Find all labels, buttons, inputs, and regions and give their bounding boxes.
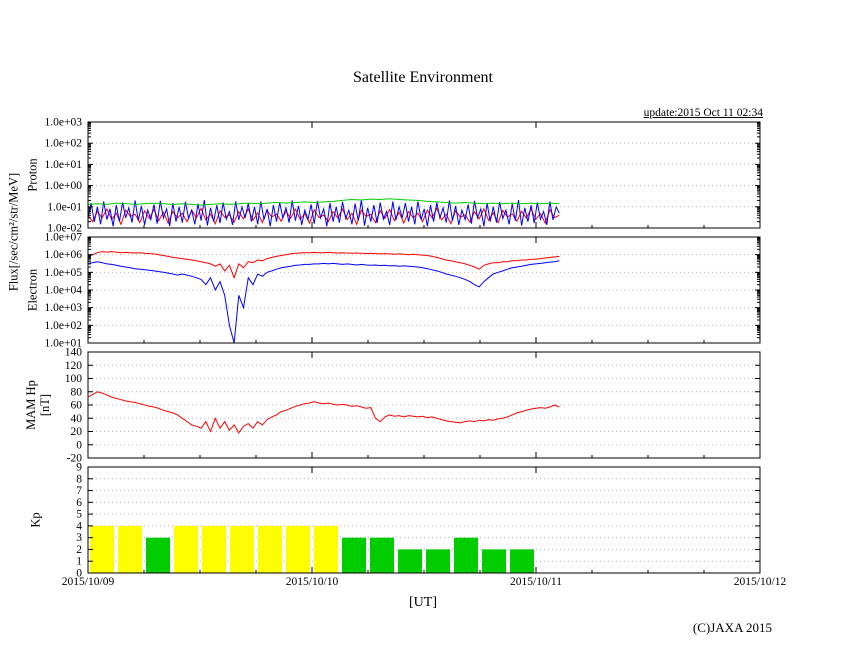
y-tick-label: 80 xyxy=(71,386,83,398)
y-tick-label: 1.0e-02 xyxy=(47,223,82,235)
y-tick-label: 1.0e+02 xyxy=(45,320,83,332)
x-tick-label-0: 2015/10/09 xyxy=(61,576,115,588)
y-axis-label-proton: Proton xyxy=(25,158,40,192)
series-proton-green xyxy=(87,198,560,206)
y-tick-label: 1.0e+03 xyxy=(45,117,83,129)
y-axis-label-mam-hp: MAM Hp [nT] xyxy=(24,380,52,430)
kp-bar-10 xyxy=(370,537,394,573)
y-tick-label: 9 xyxy=(76,462,82,474)
y-tick-label: 0 xyxy=(76,439,82,451)
y-tick-label: 1.0e+07 xyxy=(45,232,83,244)
copyright-text: (C)JAXA 2015 xyxy=(692,620,772,635)
series-electron-blue xyxy=(87,260,560,344)
kp-bar-14 xyxy=(482,549,506,573)
y-tick-label: 1.0e+02 xyxy=(45,138,83,150)
kp-bar-13 xyxy=(454,537,478,573)
y-tick-label: 6 xyxy=(76,497,82,509)
series-proton-red xyxy=(87,207,560,226)
mam-hp-text: MAM Hp xyxy=(24,380,38,430)
series-electron-red xyxy=(87,251,560,280)
x-tick-label-2: 2015/10/11 xyxy=(510,576,562,588)
y-tick-label: 0 xyxy=(76,568,82,580)
y-tick-label: -20 xyxy=(67,453,83,465)
y-tick-label: 4 xyxy=(76,520,82,532)
x-tick-label-3: 2015/10/12 xyxy=(733,576,787,588)
kp-bar-4 xyxy=(202,525,226,573)
kp-bar-7 xyxy=(286,525,310,573)
y-tick-label: 1.0e+01 xyxy=(45,338,83,350)
y-tick-label: 1.0e+05 xyxy=(45,267,83,279)
kp-bar-8 xyxy=(314,525,338,573)
x-tick-label-1: 2015/10/10 xyxy=(285,576,339,588)
y-tick-label: 1 xyxy=(76,556,82,568)
kp-bar-6 xyxy=(258,525,282,573)
series-proton-blue xyxy=(87,199,560,227)
y-tick-label: 2 xyxy=(76,544,82,556)
kp-bar-0 xyxy=(90,525,114,573)
y-tick-label: 3 xyxy=(76,532,82,544)
y-tick-label: 40 xyxy=(71,413,83,425)
y-axis-label-flux: Flux[/sec/cm²/str/MeV] xyxy=(6,172,21,292)
series-hp-red xyxy=(87,391,560,434)
y-tick-label: 100 xyxy=(65,373,83,385)
y-tick-label: 60 xyxy=(71,400,83,412)
y-tick-label: 1.0e-01 xyxy=(47,201,82,213)
kp-bar-1 xyxy=(118,525,142,573)
y-axis-label-electron: Electron xyxy=(25,268,40,312)
page-title: Satellite Environment xyxy=(353,69,493,86)
y-tick-label: 1.0e+01 xyxy=(45,159,83,171)
kp-bar-2 xyxy=(146,537,170,573)
y-tick-label: 140 xyxy=(65,347,83,359)
y-tick-label: 5 xyxy=(76,509,82,521)
y-axis-label-kp: Kp xyxy=(28,512,43,528)
kp-bar-11 xyxy=(398,549,422,573)
panel-electron: 1.0e+07 1.0e+06 1.0e+05 1.0e+04 1.0e+03 1.0e+… xyxy=(45,232,761,350)
nt-unit-text: [nT] xyxy=(38,393,52,417)
panel-proton: 1.0e+03 1.0e+02 1.0e+01 1.0e+00 1.0e-01 1.0e-… xyxy=(45,117,761,235)
y-tick-label: 20 xyxy=(71,426,83,438)
kp-bar-5 xyxy=(230,525,254,573)
kp-bar-15 xyxy=(510,549,534,573)
y-tick-label: 1.0e+04 xyxy=(45,285,83,297)
kp-bar-9 xyxy=(342,537,366,573)
kp-bar-3 xyxy=(174,525,198,573)
y-tick-label: 1.0e+06 xyxy=(45,249,83,261)
x-axis-title: [UT] xyxy=(409,595,437,610)
y-tick-label: 1.0e+00 xyxy=(45,180,83,192)
y-tick-label: 120 xyxy=(65,360,83,372)
kp-bar-12 xyxy=(426,549,450,573)
y-tick-label: 8 xyxy=(76,473,82,485)
y-tick-label: 7 xyxy=(76,485,82,497)
update-timestamp: update:2015 Oct 11 02:34 xyxy=(643,107,763,119)
y-tick-label: 1.0e+03 xyxy=(45,302,83,314)
